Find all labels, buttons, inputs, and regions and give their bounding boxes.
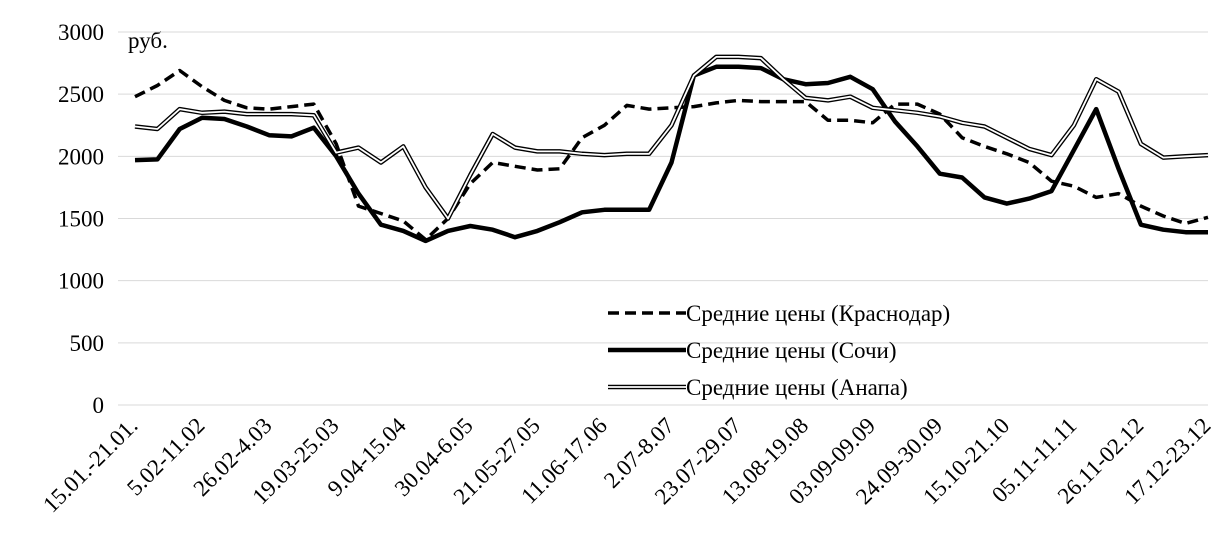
y-tick-label: 2500 — [58, 82, 104, 107]
y-tick-label: 500 — [70, 331, 105, 356]
y-tick-label: 2000 — [58, 144, 104, 169]
y-tick-label: 3000 — [58, 20, 104, 45]
series-line — [134, 64, 1208, 244]
legend-label: Средние цены (Сочи) — [686, 338, 897, 363]
y-tick-label: 0 — [93, 393, 105, 418]
legend-label: Средние цены (Анапа) — [686, 375, 908, 400]
x-tick-label: 15.01.-21.01. — [38, 413, 142, 517]
y-tick-label: 1500 — [58, 207, 104, 232]
y-tick-label: 1000 — [58, 269, 104, 294]
legend-label: Средние цены (Краснодар) — [686, 301, 950, 326]
series-line — [134, 56, 1209, 220]
series-line — [134, 68, 1209, 242]
